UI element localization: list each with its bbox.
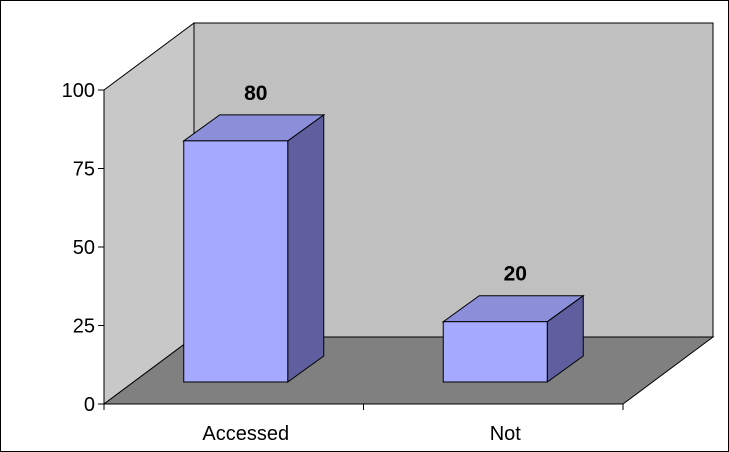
- bar-front-face: [442, 321, 548, 383]
- bar-not: [441, 294, 585, 383]
- bar-front-face: [183, 140, 289, 383]
- x-category-label: Accessed: [202, 423, 289, 445]
- bar-accessed: [182, 113, 326, 383]
- data-label: 80: [244, 82, 267, 105]
- y-tick-label: 25: [73, 316, 95, 338]
- y-tick-label: 0: [84, 394, 95, 416]
- y-tick-label: 50: [73, 237, 95, 259]
- x-category-label: Not: [490, 423, 522, 445]
- labels: 80 Accessed 20 Not: [202, 82, 527, 445]
- y-tick-label: 75: [73, 159, 95, 181]
- axes: 0 25 50 75 100: [62, 80, 624, 416]
- data-label: 20: [504, 263, 527, 286]
- bars: [182, 113, 585, 383]
- y-tick-label: 100: [62, 80, 95, 102]
- bar-side-face: [287, 113, 325, 383]
